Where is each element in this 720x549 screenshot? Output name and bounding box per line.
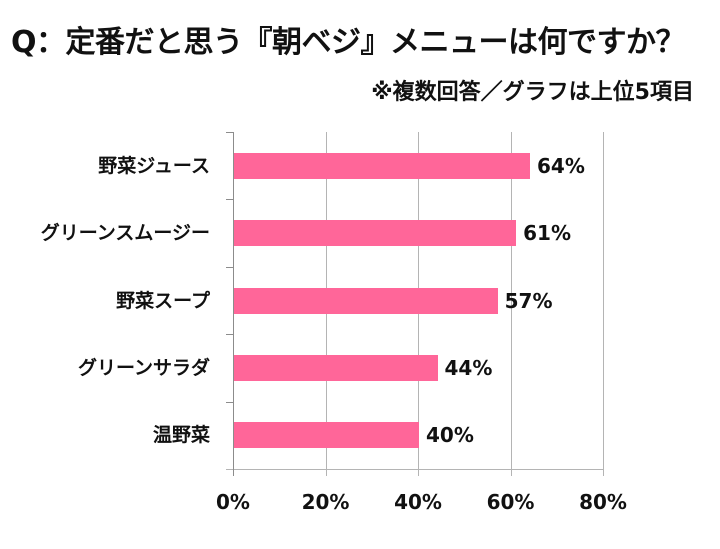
bar-value-label: 44% — [444, 355, 493, 380]
y-axis-tick — [226, 334, 233, 336]
bar-value-label: 57% — [504, 288, 553, 313]
bar-value-label: 61% — [523, 221, 571, 246]
y-axis-tick — [226, 266, 233, 268]
y-axis-tick — [226, 401, 233, 403]
x-tick-label: 20% — [301, 490, 350, 514]
chart-title: Q：定番だと思う『朝ベジ』メニューは何ですか？ — [11, 25, 686, 60]
x-tick-label: 80% — [579, 490, 627, 514]
category-label: 野菜ジュース — [98, 154, 210, 177]
x-axis-line — [226, 469, 604, 470]
x-tick-label: 0% — [216, 490, 250, 514]
gridline — [510, 132, 512, 476]
bar — [234, 422, 419, 449]
gridline — [603, 132, 604, 476]
bar — [234, 220, 517, 247]
y-axis-line — [233, 132, 234, 476]
category-label: グリーンスムージー — [40, 222, 210, 245]
x-tick-label: 40% — [394, 490, 442, 514]
y-axis-tick — [226, 199, 233, 201]
bar — [234, 354, 438, 381]
plot-area: 64% 61% 57% 44% 40% — [226, 132, 604, 476]
bar — [234, 152, 530, 179]
category-label: 温野菜 — [152, 424, 210, 447]
bar — [234, 287, 498, 314]
category-label: グリーンサラダ — [77, 356, 210, 379]
category-label: 野菜スープ — [116, 289, 210, 312]
y-axis-tick — [226, 132, 233, 133]
bar-value-label: 64% — [537, 153, 585, 178]
chart-note: ※複数回答／グラフは上位5項目 — [371, 80, 694, 105]
bar-value-label: 40% — [426, 423, 474, 448]
x-tick-label: 60% — [486, 490, 535, 514]
